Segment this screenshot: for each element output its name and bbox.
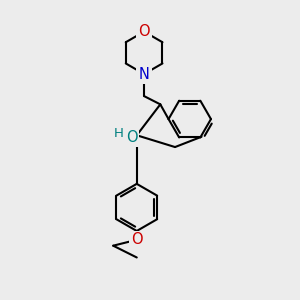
- Text: O: O: [126, 130, 137, 145]
- Text: H: H: [114, 127, 123, 140]
- Text: O: O: [131, 232, 142, 247]
- Text: N: N: [139, 67, 149, 82]
- Text: O: O: [138, 24, 150, 39]
